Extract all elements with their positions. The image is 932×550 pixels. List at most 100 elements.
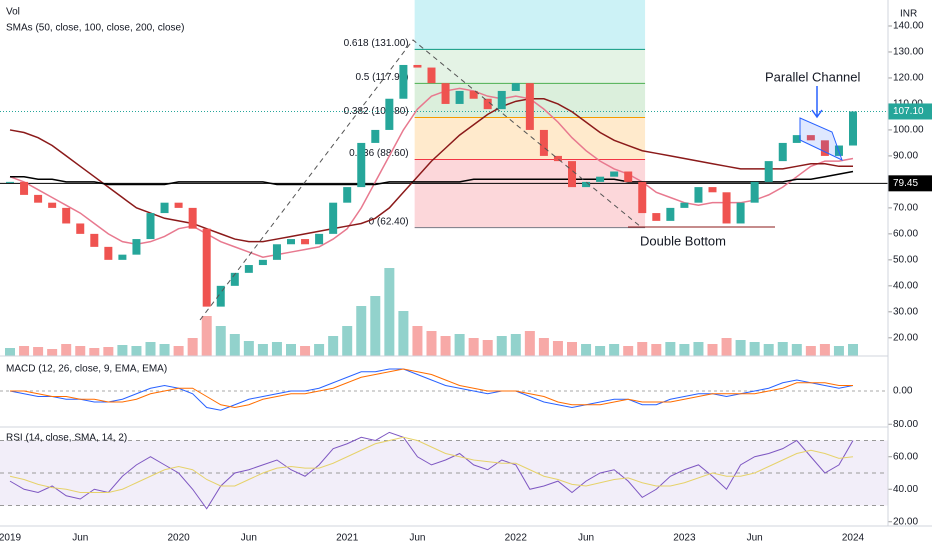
sma-title: SMAs (50, close, 100, close, 200, close) bbox=[6, 23, 184, 34]
y-tick-label: 60.00 bbox=[893, 229, 918, 240]
volume-bar bbox=[201, 316, 212, 356]
volume-bar bbox=[763, 344, 774, 356]
volume-bar bbox=[637, 342, 648, 356]
candle bbox=[343, 187, 352, 203]
annotation: Parallel Channel bbox=[765, 69, 861, 84]
volume-bar bbox=[735, 340, 746, 356]
candle bbox=[596, 176, 605, 182]
candle bbox=[582, 181, 591, 188]
volume-bar bbox=[552, 341, 563, 356]
y-tick-label: 80.00 bbox=[893, 419, 918, 430]
rsi-title: RSI (14, close, SMA, 14, 2) bbox=[6, 433, 127, 444]
arrow bbox=[811, 86, 823, 119]
volume-bar bbox=[398, 311, 409, 356]
y-tick-label: 20.00 bbox=[893, 516, 918, 527]
volume-bar bbox=[131, 346, 142, 356]
candle bbox=[413, 64, 422, 68]
candle bbox=[371, 129, 380, 143]
candle bbox=[48, 202, 57, 208]
candle bbox=[287, 239, 295, 245]
candle bbox=[806, 135, 815, 141]
candle bbox=[202, 228, 211, 307]
candle bbox=[455, 90, 464, 104]
fib-zone bbox=[414, 159, 646, 228]
x-tick-label: Jun bbox=[409, 533, 425, 544]
volume-bar bbox=[61, 344, 72, 356]
volume-bar bbox=[173, 346, 184, 356]
candle bbox=[849, 111, 857, 146]
volume-bar bbox=[75, 346, 86, 356]
candle bbox=[272, 244, 281, 260]
x-tick-label: Jun bbox=[747, 533, 763, 544]
candle bbox=[132, 239, 141, 255]
volume-bar bbox=[187, 338, 198, 356]
volume-bar bbox=[328, 336, 339, 356]
rsi-line bbox=[9, 436, 854, 493]
y-tick-label: 90.00 bbox=[893, 151, 918, 162]
candle bbox=[301, 239, 310, 245]
volume-bar bbox=[454, 334, 465, 356]
fib-label: 0.382 (104.80) bbox=[344, 106, 409, 117]
candle bbox=[708, 187, 717, 193]
volume-bar bbox=[805, 346, 816, 356]
volume-bar bbox=[510, 334, 521, 356]
volume-bar bbox=[848, 344, 858, 356]
candle bbox=[736, 202, 745, 224]
volume-bar bbox=[468, 338, 479, 356]
fib-label: 0.5 (117.90) bbox=[355, 72, 408, 83]
candle bbox=[638, 181, 647, 214]
volume-bar bbox=[215, 326, 226, 356]
volume-bar bbox=[665, 342, 676, 356]
candle bbox=[568, 161, 576, 188]
sma-line bbox=[9, 87, 854, 259]
candle bbox=[188, 207, 197, 229]
y-tick-label: 60.00 bbox=[893, 451, 918, 462]
candle bbox=[610, 171, 619, 177]
volume-bar bbox=[370, 296, 381, 356]
volume-bar bbox=[271, 342, 282, 356]
candle bbox=[174, 202, 183, 208]
candle bbox=[511, 83, 520, 91]
volume-bar bbox=[595, 346, 606, 356]
volume-bar bbox=[300, 346, 311, 356]
macd-line bbox=[10, 368, 853, 409]
y-tick-label: 140.00 bbox=[893, 21, 924, 32]
volume-bar bbox=[117, 345, 128, 356]
candle bbox=[483, 98, 492, 110]
volume-bar bbox=[286, 344, 296, 356]
candle bbox=[399, 64, 408, 99]
candle bbox=[34, 194, 43, 203]
candle bbox=[104, 246, 113, 260]
candle bbox=[146, 213, 155, 240]
y-tick-label: 120.00 bbox=[893, 73, 924, 84]
currency: INR bbox=[900, 9, 917, 20]
candle bbox=[497, 90, 506, 110]
volume-bar bbox=[314, 344, 325, 356]
volume-bar bbox=[5, 348, 15, 356]
x-tick-label: Jun bbox=[72, 533, 88, 544]
annotation: Double Bottom bbox=[640, 233, 726, 248]
x-tick-label: Jun bbox=[241, 533, 257, 544]
volume-bar bbox=[679, 344, 690, 356]
candle bbox=[441, 83, 450, 104]
volume-bar bbox=[145, 342, 156, 356]
candle bbox=[666, 207, 675, 221]
volume-bar bbox=[777, 342, 788, 356]
candle bbox=[680, 202, 689, 208]
candle bbox=[118, 254, 127, 260]
y-tick-label: 130.00 bbox=[893, 47, 924, 58]
y-tick-label: 100.00 bbox=[893, 125, 924, 136]
fib-label: 0.236 (88.60) bbox=[349, 148, 409, 159]
channel bbox=[799, 117, 843, 161]
candle bbox=[62, 207, 71, 224]
volume-bar bbox=[651, 344, 662, 356]
candle bbox=[244, 265, 253, 273]
candle bbox=[525, 83, 534, 130]
x-tick-label: 2024 bbox=[842, 533, 865, 544]
candle bbox=[76, 223, 85, 234]
volume-bar bbox=[426, 331, 437, 356]
macd-title: MACD (12, 26, close, 9, EMA, EMA) bbox=[6, 364, 167, 375]
candle bbox=[90, 233, 99, 247]
